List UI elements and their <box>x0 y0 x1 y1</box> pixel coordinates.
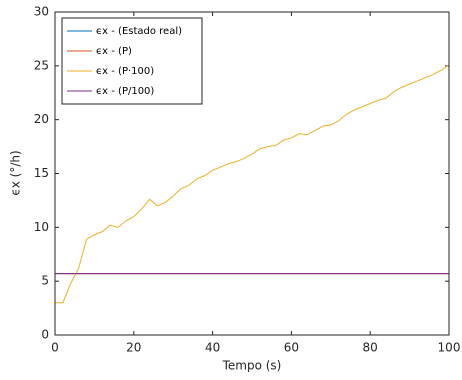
x-tick-label: 0 <box>51 341 59 355</box>
legend-label: ϵx - (P) <box>96 46 132 57</box>
x-tick-label: 20 <box>126 341 141 355</box>
legend-label: ϵx - (Estado real) <box>96 26 182 37</box>
y-tick-label: 25 <box>34 58 49 72</box>
y-tick-label: 20 <box>34 112 49 126</box>
x-tick-label: 60 <box>284 341 299 355</box>
axes-box <box>54 11 450 336</box>
legend-label: ϵx - (P/100) <box>96 86 154 97</box>
legend-label: ϵx - (P·100) <box>96 66 154 77</box>
x-tick-label: 80 <box>363 341 378 355</box>
y-tick-label: 15 <box>34 166 49 180</box>
y-tick-label: 0 <box>41 328 49 342</box>
x-tick-label: 100 <box>438 341 461 355</box>
y-tick-label: 5 <box>41 274 49 288</box>
y-tick-label: 10 <box>34 220 49 234</box>
y-tick-label: 30 <box>34 5 49 19</box>
legend-box <box>61 17 203 105</box>
x-tick-label: 40 <box>205 341 220 355</box>
y-axis-label: ϵx (°/h) <box>9 150 23 195</box>
x-axis-label: Tempo (s) <box>222 359 282 373</box>
series-line <box>55 64 450 304</box>
